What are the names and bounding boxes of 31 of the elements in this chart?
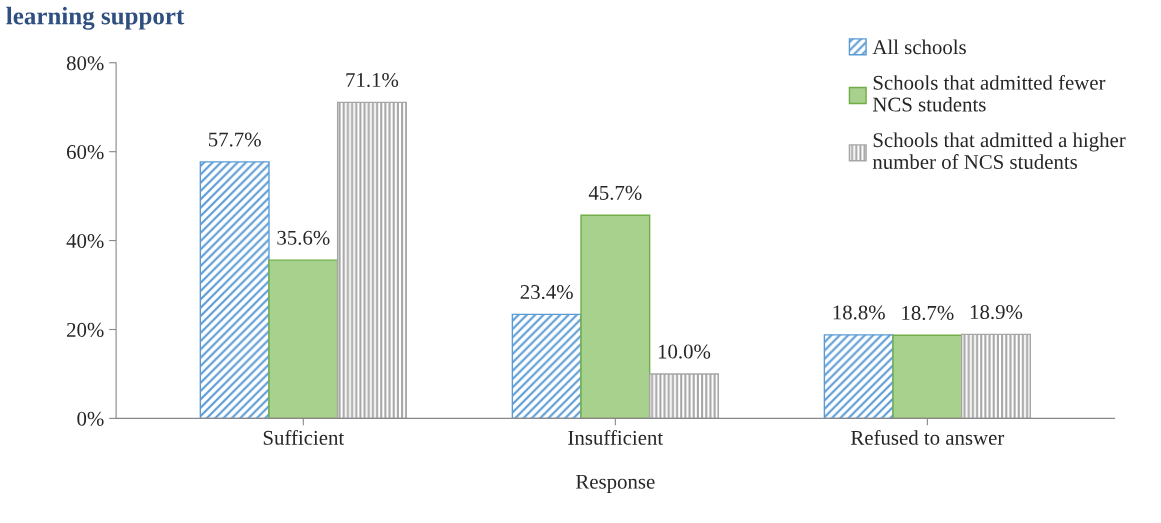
bar bbox=[199, 161, 270, 419]
x-tick-label: Refused to answer bbox=[851, 429, 1005, 445]
bar bbox=[960, 333, 1032, 419]
y-tick-label: 80% bbox=[66, 56, 104, 71]
y-tick-label: 60% bbox=[67, 145, 104, 160]
bar bbox=[511, 313, 582, 419]
data-label: 18.7% bbox=[902, 305, 954, 321]
chart-title: learning support bbox=[6, 6, 185, 30]
y-tick-label: 0% bbox=[77, 411, 104, 426]
y-tick-label: 40% bbox=[66, 233, 104, 249]
data-label: 18.8% bbox=[833, 305, 885, 320]
data-label: 71.1% bbox=[346, 72, 399, 88]
x-axis-title: Response bbox=[576, 474, 655, 493]
y-tick-label: 20% bbox=[67, 322, 104, 337]
data-label: 45.7% bbox=[588, 185, 642, 200]
legend-label: All schools bbox=[872, 39, 966, 55]
bar bbox=[823, 334, 894, 419]
x-tick-label: Insufficient bbox=[568, 429, 664, 445]
bar bbox=[268, 259, 339, 419]
data-label: 10.0% bbox=[658, 344, 711, 359]
bar bbox=[336, 101, 407, 419]
legend-label: Schools that admitted fewer NCS students bbox=[872, 74, 1106, 112]
bar bbox=[892, 334, 963, 419]
data-label: 35.6% bbox=[277, 230, 330, 245]
data-label: 18.9% bbox=[970, 304, 1023, 320]
data-label: 57.7% bbox=[208, 132, 261, 147]
bar bbox=[648, 373, 719, 419]
bar bbox=[580, 214, 651, 419]
legend-label: Schools that admitted a higher number of NCS students bbox=[872, 132, 1126, 169]
data-label: 23.4% bbox=[520, 284, 573, 300]
x-tick-label: Sufficient bbox=[263, 429, 345, 445]
